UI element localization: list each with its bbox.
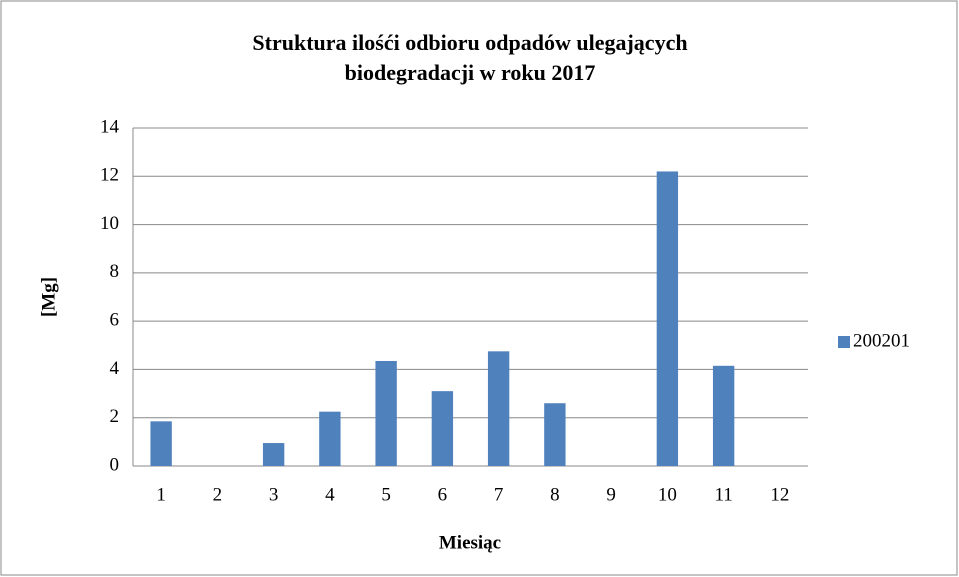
x-tick-label: 6: [438, 484, 448, 505]
y-axis-label: [Mg]: [38, 277, 59, 317]
bar: [262, 443, 285, 466]
x-tick-label: 10: [658, 484, 677, 505]
x-tick-label: 12: [770, 484, 789, 505]
x-tick-label: 7: [494, 484, 504, 505]
y-tick-label: 0: [110, 454, 120, 475]
y-tick-label: 2: [110, 406, 120, 427]
x-tick-label: 4: [325, 484, 335, 505]
bar: [375, 360, 397, 466]
x-tick-label: 3: [269, 484, 279, 505]
bar: [656, 171, 679, 466]
bar: [150, 421, 172, 466]
y-tick-label: 8: [110, 261, 120, 282]
y-tick-label: 12: [100, 165, 119, 186]
x-tick-label: 2: [213, 484, 223, 505]
x-tick-label: 8: [550, 484, 560, 505]
legend-swatch: [838, 336, 850, 348]
chart-title: Struktura ilośći odbioru odpadów ulegają…: [252, 30, 688, 85]
x-tick-label: 9: [606, 484, 616, 505]
y-tick-label: 6: [110, 310, 120, 331]
bar: [319, 411, 341, 466]
y-tick-label: 10: [100, 213, 119, 234]
bar: [431, 391, 454, 466]
x-tick-label: 1: [156, 484, 166, 505]
y-tick-label: 4: [110, 358, 120, 379]
legend-label: 200201: [853, 330, 910, 351]
bar: [487, 351, 510, 466]
x-tick-label: 5: [381, 484, 391, 505]
bar: [712, 365, 735, 466]
x-tick-label: 11: [714, 484, 732, 505]
bar: [544, 403, 566, 466]
x-axis-label: Miesiąc: [439, 532, 501, 553]
y-tick-label: 14: [100, 116, 120, 137]
